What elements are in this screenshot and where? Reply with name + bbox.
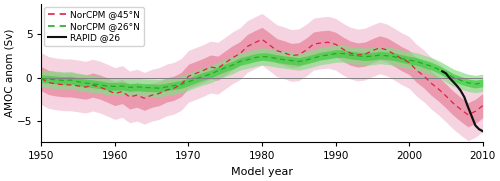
Y-axis label: AMOC anom (Sv): AMOC anom (Sv) [4, 29, 14, 117]
X-axis label: Model year: Model year [231, 167, 293, 177]
Legend: NorCPM @45°N, NorCPM @26°N, RAPID @26: NorCPM @45°N, NorCPM @26°N, RAPID @26 [44, 7, 144, 46]
